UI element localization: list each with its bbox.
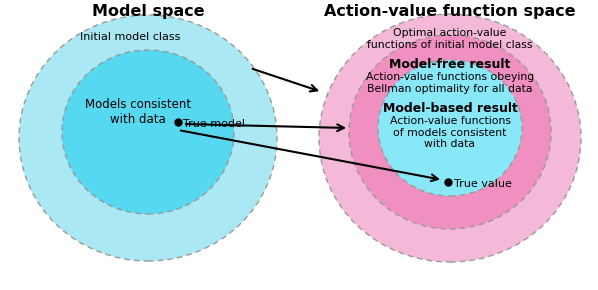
- Text: Model-free result: Model-free result: [389, 58, 511, 71]
- Text: Model-based result: Model-based result: [383, 102, 517, 115]
- Ellipse shape: [19, 15, 277, 261]
- Text: Action-value functions
of models consistent
with data: Action-value functions of models consist…: [389, 116, 511, 149]
- Text: Models consistent
with data: Models consistent with data: [85, 98, 191, 126]
- Text: Optimal action-value
functions of initial model class: Optimal action-value functions of initia…: [367, 28, 533, 50]
- Text: Action-value function space: Action-value function space: [324, 4, 576, 19]
- Ellipse shape: [349, 35, 551, 229]
- Text: True value: True value: [454, 179, 512, 189]
- Text: Action-value functions obeying
Bellman optimality for all data: Action-value functions obeying Bellman o…: [366, 72, 534, 94]
- Ellipse shape: [319, 14, 581, 262]
- Text: True model: True model: [183, 119, 245, 129]
- Text: Model space: Model space: [91, 4, 205, 19]
- Ellipse shape: [62, 50, 234, 214]
- Text: Initial model class: Initial model class: [80, 32, 180, 42]
- Ellipse shape: [378, 60, 522, 196]
